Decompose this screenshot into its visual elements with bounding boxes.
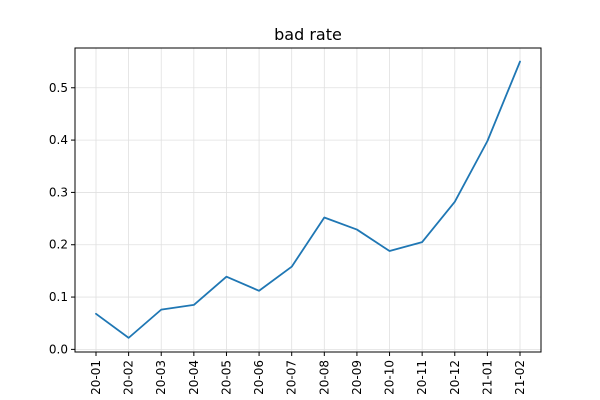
x-tick-label: 20-09 [350,360,364,395]
chart-title: bad rate [274,25,342,44]
x-tick-label: 20-03 [154,360,168,395]
x-tick-label: 20-07 [285,360,299,395]
x-tick-label: 20-02 [122,360,136,395]
x-tick-label: 20-06 [252,360,266,395]
x-tick-label: 20-05 [219,360,233,395]
x-tick-label: 21-02 [513,360,527,395]
x-tick-label: 20-11 [415,360,429,395]
x-tick-label: 20-01 [89,360,103,395]
series-line [95,60,521,339]
y-tick-label: 0.3 [49,185,68,199]
y-tick-label: 0.0 [49,342,68,356]
plot-frame [74,47,542,353]
y-tick-label: 0.5 [49,81,68,95]
x-tick-label: 20-10 [383,360,397,395]
x-tick-label: 20-12 [448,360,462,395]
y-tick-label: 0.4 [49,133,68,147]
x-tick-label: 21-01 [480,360,494,395]
x-tick-label: 20-08 [317,360,331,395]
y-tick-label: 0.1 [49,290,68,304]
y-tick-label: 0.2 [49,238,68,252]
x-tick-label: 20-04 [187,360,201,395]
